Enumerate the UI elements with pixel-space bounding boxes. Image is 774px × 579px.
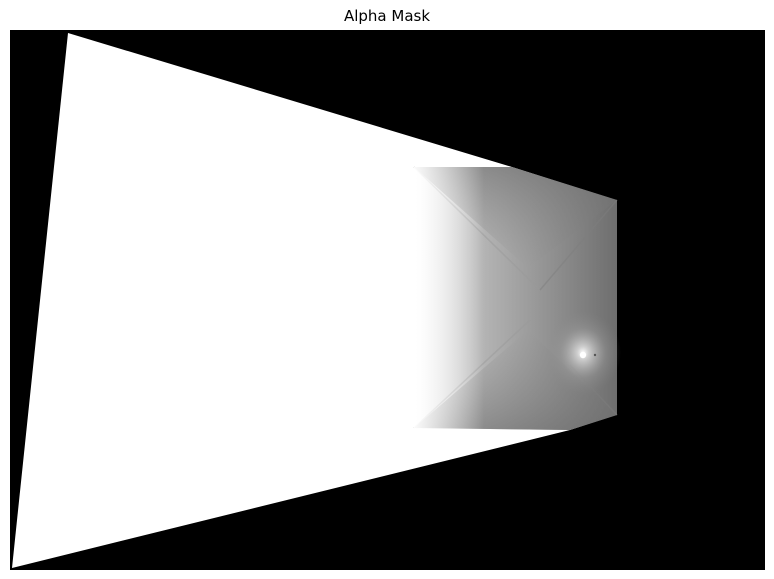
alpha-mask-canvas [10,30,765,570]
blend-region [413,166,621,430]
alpha-mask-image [10,30,765,570]
opaque-region [12,33,615,568]
figure-title: Alpha Mask [343,7,431,25]
